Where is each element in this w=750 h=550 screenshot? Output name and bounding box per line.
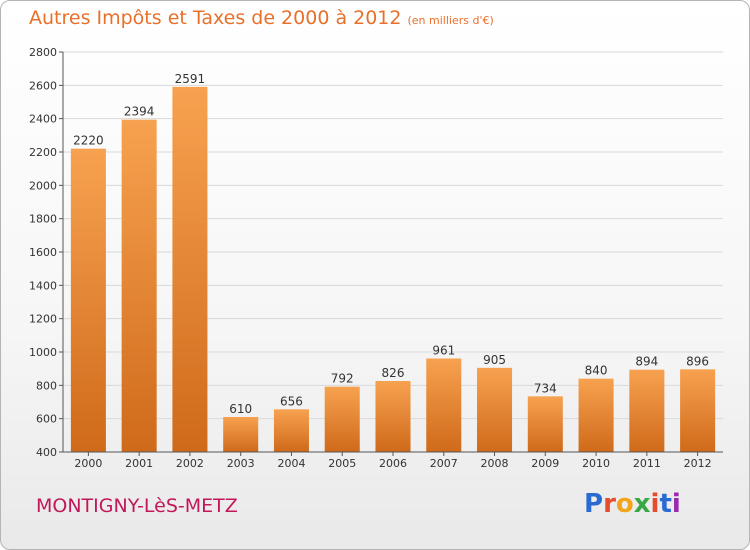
data-label-2002: 2591 <box>175 72 206 86</box>
x-tick-label-2006: 2006 <box>379 457 407 470</box>
logo-letter: t <box>659 489 672 519</box>
proxiti-logo: Proxiti <box>584 489 681 519</box>
bar-2001 <box>121 119 157 453</box>
x-tick-label-2008: 2008 <box>481 457 509 470</box>
logo-letter: o <box>615 489 634 519</box>
x-tick-label-2005: 2005 <box>328 457 356 470</box>
y-tick-label: 2200 <box>29 146 57 159</box>
data-label-2003: 610 <box>229 402 252 416</box>
bar-2000 <box>70 148 106 452</box>
x-tick-label-2003: 2003 <box>227 457 255 470</box>
labels-layer: 2220 2394 2591 610 656 792 826 961 905 734 840 894 8… <box>73 72 709 416</box>
logo-letter: P <box>584 489 604 519</box>
y-tick-label: 600 <box>36 413 57 426</box>
logo-letter: r <box>603 489 616 519</box>
x-tick-label-2000: 2000 <box>74 457 102 470</box>
data-label-2006: 826 <box>382 366 405 380</box>
bar-2007 <box>426 358 462 452</box>
y-tick-label: 2800 <box>29 46 57 59</box>
bar-2003 <box>223 417 259 452</box>
x-tick-label-2007: 2007 <box>430 457 458 470</box>
chart-title: Autres Impôts et Taxes de 2000 à 2012 (en… <box>29 7 494 29</box>
chart-subtitle: (en milliers d'€) <box>407 14 494 27</box>
y-tick-label: 1200 <box>29 313 57 326</box>
bar-2008 <box>477 367 513 452</box>
data-label-2012: 896 <box>686 354 709 368</box>
data-label-2010: 840 <box>585 364 608 378</box>
x-tick-label-2009: 2009 <box>531 457 559 470</box>
logo-letter: x <box>633 489 651 519</box>
x-tick-label-2001: 2001 <box>125 457 153 470</box>
x-tick-label-2004: 2004 <box>277 457 305 470</box>
bar-2002 <box>172 86 208 452</box>
y-tick-label: 800 <box>36 379 57 392</box>
bar-2004 <box>273 409 309 452</box>
bar-2012 <box>680 369 716 452</box>
y-tick-label: 2000 <box>29 179 57 192</box>
y-tick-label: 400 <box>36 446 57 459</box>
data-label-2008: 905 <box>483 353 506 367</box>
data-label-2001: 2394 <box>124 105 155 119</box>
logo-letter: i <box>671 489 681 519</box>
logo-letter: i <box>650 489 660 519</box>
x-tick-label-2011: 2011 <box>633 457 661 470</box>
data-label-2009: 734 <box>534 381 557 395</box>
x-tick-label-2010: 2010 <box>582 457 610 470</box>
bars-layer <box>70 86 716 453</box>
x-tick-label-2002: 2002 <box>176 457 204 470</box>
bar-2011 <box>629 369 665 452</box>
bar-2005 <box>324 386 360 452</box>
x-tick-label-2012: 2012 <box>684 457 712 470</box>
bar-2009 <box>527 396 563 452</box>
y-tick-label: 1000 <box>29 346 57 359</box>
data-label-2000: 2220 <box>73 134 104 148</box>
data-label-2011: 894 <box>635 355 658 369</box>
data-label-2005: 792 <box>331 372 354 386</box>
y-tick-label: 2600 <box>29 79 57 92</box>
chart-title-text: Autres Impôts et Taxes de 2000 à 2012 <box>29 7 402 29</box>
y-tick-label: 1600 <box>29 246 57 259</box>
data-label-2004: 656 <box>280 394 303 408</box>
data-label-2007: 961 <box>432 344 455 358</box>
y-tick-label: 1400 <box>29 279 57 292</box>
axis-layer: 400 600 800 1000 1200 1400 1600 1800 2000 2200 240… <box>29 46 723 470</box>
y-tick-label: 2400 <box>29 113 57 126</box>
bar-2010 <box>578 378 614 452</box>
city-name: MONTIGNY-LèS-METZ <box>36 495 238 517</box>
y-tick-label: 1800 <box>29 213 57 226</box>
bar-2006 <box>375 381 411 452</box>
